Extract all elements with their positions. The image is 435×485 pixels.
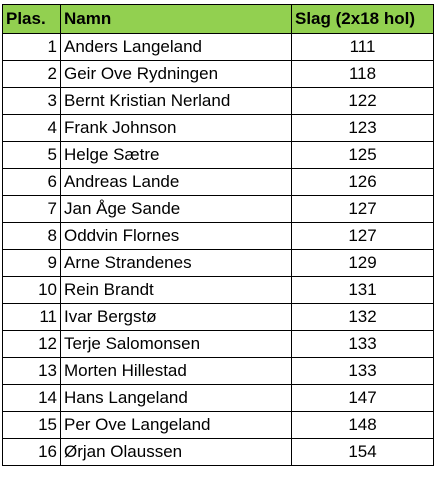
- table-row: 7 Jan Åge Sande 127: [2, 195, 434, 223]
- table-row: 2 Geir Ove Rydningen 118: [2, 60, 434, 88]
- name-cell[interactable]: Per Ove Langeland: [60, 411, 292, 439]
- score-cell[interactable]: 147: [291, 384, 434, 412]
- score-cell[interactable]: 111: [291, 33, 434, 61]
- name-cell[interactable]: Frank Johnson: [60, 114, 292, 142]
- place-cell[interactable]: 7: [2, 195, 61, 223]
- column-header-score[interactable]: Slag (2x18 hol): [291, 4, 434, 34]
- name-cell[interactable]: Anders Langeland: [60, 33, 292, 61]
- score-cell[interactable]: 131: [291, 276, 434, 304]
- place-cell[interactable]: 11: [2, 303, 61, 331]
- table-row: 1 Anders Langeland 111: [2, 33, 434, 61]
- name-cell[interactable]: Andreas Lande: [60, 168, 292, 196]
- name-cell[interactable]: Ivar Bergstø: [60, 303, 292, 331]
- name-cell[interactable]: Hans Langeland: [60, 384, 292, 412]
- table-row: 10 Rein Brandt 131: [2, 276, 434, 304]
- table-row: 6 Andreas Lande 126: [2, 168, 434, 196]
- score-cell[interactable]: 154: [291, 438, 434, 466]
- name-cell[interactable]: Helge Sætre: [60, 141, 292, 169]
- score-cell[interactable]: 123: [291, 114, 434, 142]
- score-cell[interactable]: 133: [291, 330, 434, 358]
- place-cell[interactable]: 5: [2, 141, 61, 169]
- place-cell[interactable]: 14: [2, 384, 61, 412]
- place-cell[interactable]: 1: [2, 33, 61, 61]
- results-sheet: Plas. Namn Slag (2x18 hol) 1 Anders Lange…: [2, 4, 434, 466]
- name-cell[interactable]: Morten Hillestad: [60, 357, 292, 385]
- name-cell[interactable]: Geir Ove Rydningen: [60, 60, 292, 88]
- place-cell[interactable]: 15: [2, 411, 61, 439]
- name-cell[interactable]: Ørjan Olaussen: [60, 438, 292, 466]
- table-row: 11 Ivar Bergstø 132: [2, 303, 434, 331]
- score-cell[interactable]: 133: [291, 357, 434, 385]
- column-header-place[interactable]: Plas.: [2, 4, 61, 34]
- name-cell[interactable]: Oddvin Flornes: [60, 222, 292, 250]
- table-row: 9 Arne Strandenes 129: [2, 249, 434, 277]
- place-cell[interactable]: 8: [2, 222, 61, 250]
- score-cell[interactable]: 122: [291, 87, 434, 115]
- table-row: 4 Frank Johnson 123: [2, 114, 434, 142]
- header-row: Plas. Namn Slag (2x18 hol): [2, 4, 434, 34]
- place-cell[interactable]: 12: [2, 330, 61, 358]
- place-cell[interactable]: 16: [2, 438, 61, 466]
- results-table: Plas. Namn Slag (2x18 hol) 1 Anders Lange…: [2, 4, 434, 466]
- place-cell[interactable]: 13: [2, 357, 61, 385]
- place-cell[interactable]: 6: [2, 168, 61, 196]
- table-row: 15 Per Ove Langeland 148: [2, 411, 434, 439]
- name-cell[interactable]: Terje Salomonsen: [60, 330, 292, 358]
- name-cell[interactable]: Jan Åge Sande: [60, 195, 292, 223]
- score-cell[interactable]: 127: [291, 222, 434, 250]
- table-row: 12 Terje Salomonsen 133: [2, 330, 434, 358]
- score-cell[interactable]: 132: [291, 303, 434, 331]
- score-cell[interactable]: 129: [291, 249, 434, 277]
- score-cell[interactable]: 127: [291, 195, 434, 223]
- place-cell[interactable]: 9: [2, 249, 61, 277]
- column-header-name[interactable]: Namn: [60, 4, 292, 34]
- table-row: 5 Helge Sætre 125: [2, 141, 434, 169]
- score-cell[interactable]: 125: [291, 141, 434, 169]
- table-body: 1 Anders Langeland 111 2 Geir Ove Rydningen 1…: [2, 33, 434, 466]
- table-row: 16 Ørjan Olaussen 154: [2, 438, 434, 466]
- name-cell[interactable]: Arne Strandenes: [60, 249, 292, 277]
- score-cell[interactable]: 126: [291, 168, 434, 196]
- score-cell[interactable]: 118: [291, 60, 434, 88]
- place-cell[interactable]: 4: [2, 114, 61, 142]
- name-cell[interactable]: Rein Brandt: [60, 276, 292, 304]
- name-cell[interactable]: Bernt Kristian Nerland: [60, 87, 292, 115]
- place-cell[interactable]: 3: [2, 87, 61, 115]
- table-row: 14 Hans Langeland 147: [2, 384, 434, 412]
- place-cell[interactable]: 2: [2, 60, 61, 88]
- table-row: 8 Oddvin Flornes 127: [2, 222, 434, 250]
- place-cell[interactable]: 10: [2, 276, 61, 304]
- score-cell[interactable]: 148: [291, 411, 434, 439]
- table-header: Plas. Namn Slag (2x18 hol): [2, 4, 434, 34]
- table-row: 13 Morten Hillestad 133: [2, 357, 434, 385]
- table-row: 3 Bernt Kristian Nerland 122: [2, 87, 434, 115]
